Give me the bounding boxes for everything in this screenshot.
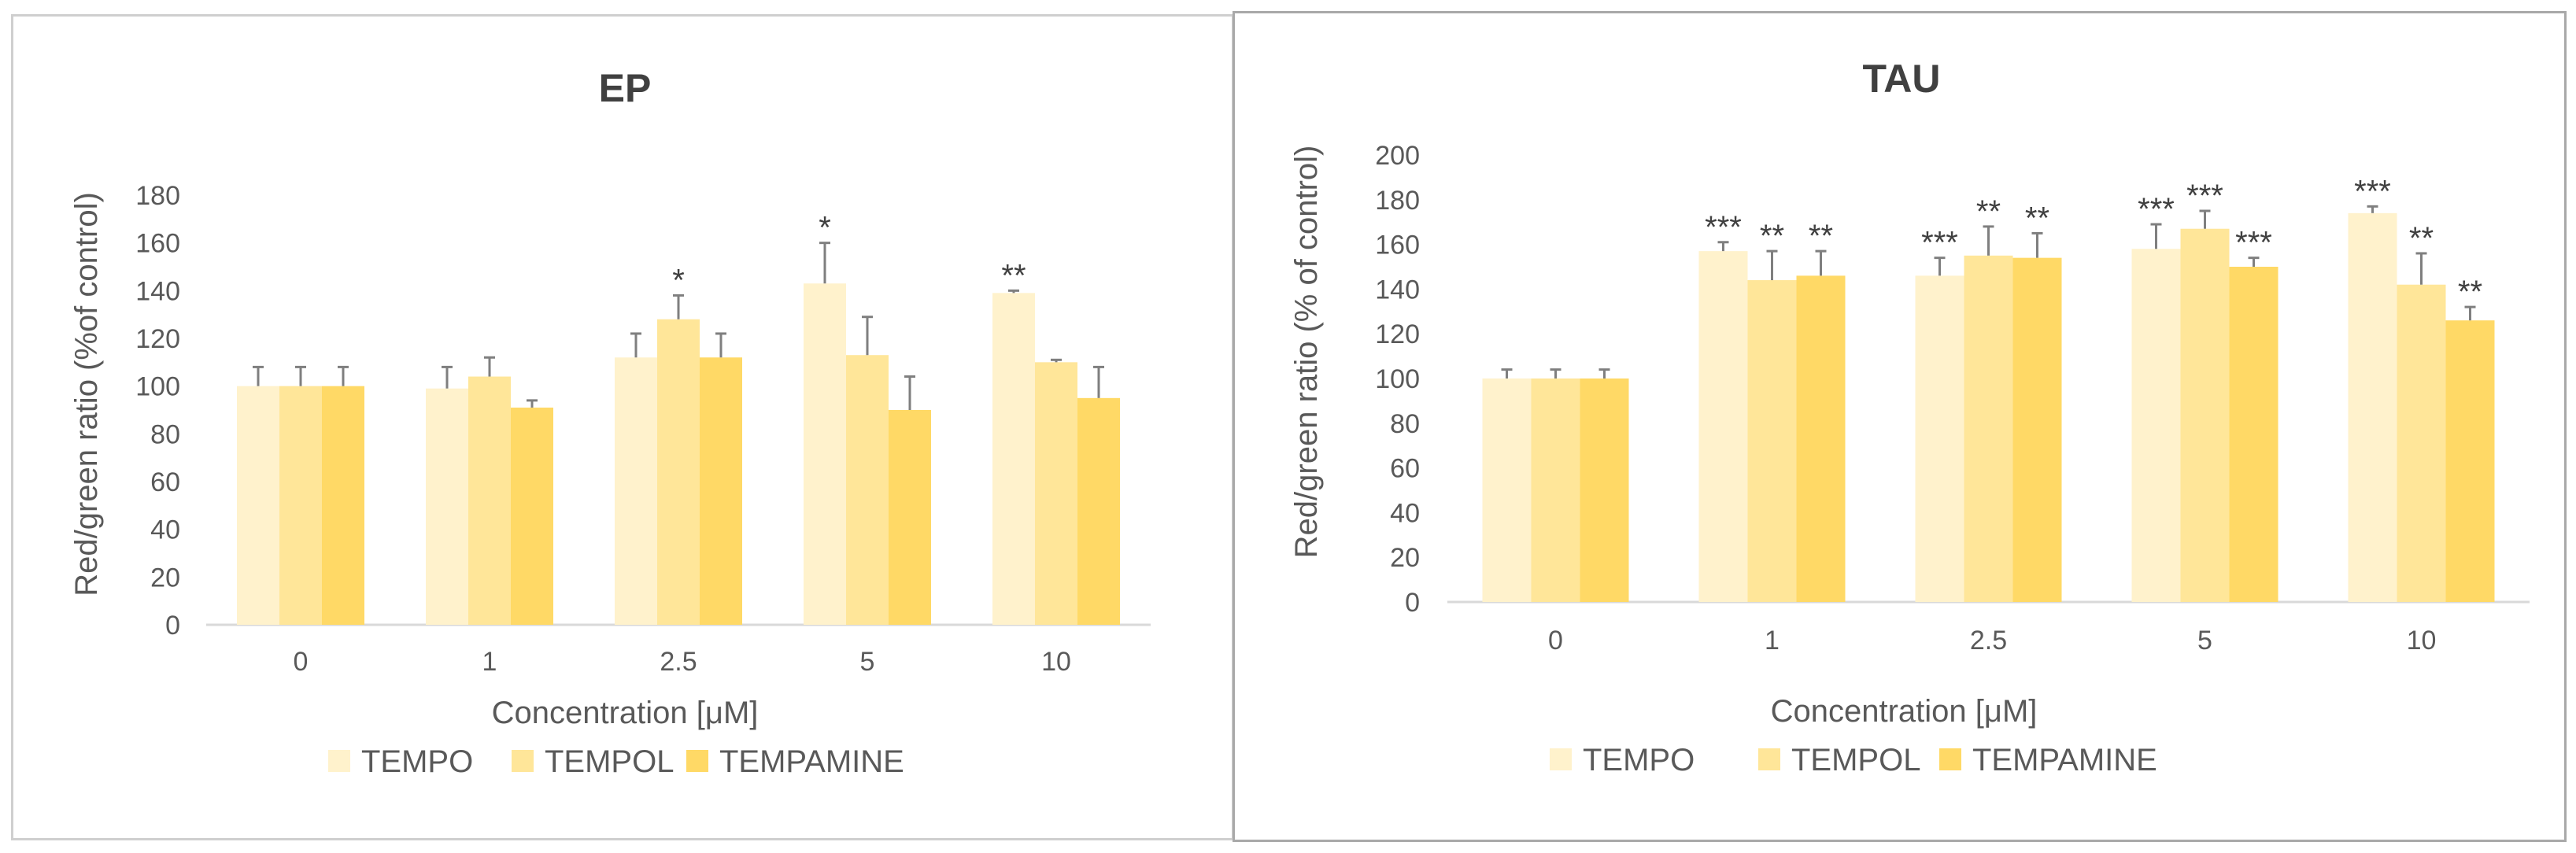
legend-swatch: [1758, 748, 1780, 770]
bar-tempo: [1915, 275, 1964, 602]
y-axis-title: Red/green ratio (% of control): [1289, 146, 1324, 559]
significance-marker: ***: [1705, 210, 1742, 245]
y-tick-label: 20: [1390, 543, 1420, 573]
x-tick-label: 10: [1041, 647, 1071, 677]
bar-tempo: [2348, 212, 2397, 602]
tau-chart-panel: TAU 0 20 40 60 80 100 120 140 160 180 200 *** ** ** *…: [1233, 11, 2567, 842]
legend-swatch: [686, 750, 708, 772]
significance-marker: **: [1976, 194, 2001, 229]
significance-marker: **: [2025, 201, 2049, 235]
bar-tempol: [1035, 362, 1077, 625]
significance-marker: **: [1001, 258, 1026, 293]
bar-tempo: [237, 386, 279, 625]
legend-swatch: [328, 750, 350, 772]
legend-label: TEMPAMINE: [719, 744, 904, 779]
legend-label: TEMPAMINE: [1972, 743, 2157, 777]
bar-tempo: [992, 293, 1035, 625]
bar-tempol: [1964, 255, 2013, 602]
x-tick-label: 2.5: [1970, 626, 2007, 655]
significance-marker: ***: [2235, 226, 2272, 260]
y-axis-title: Red/green ratio (%of control): [69, 192, 104, 596]
bar-tempol: [468, 376, 511, 625]
y-tick-label: 20: [150, 563, 180, 593]
y-tick-label: 180: [135, 181, 180, 211]
bar-tempol: [846, 355, 889, 625]
legend-label: TEMPO: [361, 744, 473, 779]
bar-tempamine: [511, 407, 553, 625]
bar-tempo: [1698, 251, 1748, 602]
bar-tempo: [1482, 378, 1532, 602]
significance-marker: **: [1809, 219, 1833, 253]
y-tick-label: 60: [1390, 454, 1420, 484]
significance-marker: ***: [2354, 174, 2391, 209]
y-tick-label: 120: [1375, 319, 1420, 349]
bar-tempamine: [2012, 257, 2062, 602]
legend-label: TEMPOL: [1791, 743, 1920, 777]
significance-marker: ***: [2186, 179, 2223, 213]
bar-tempo: [804, 283, 846, 625]
legend-swatch: [1550, 748, 1572, 770]
bar-tempol: [2180, 228, 2230, 602]
legend-label: TEMPOL: [545, 744, 674, 779]
y-tick-label: 80: [150, 419, 180, 449]
bar-tempol: [1531, 378, 1580, 602]
y-tick-label: 80: [1390, 409, 1420, 439]
bar-tempol: [2397, 284, 2446, 602]
bar-tempamine: [1580, 378, 1629, 602]
bar-tempamine: [2229, 267, 2278, 602]
x-tick-label: 0: [294, 647, 309, 677]
y-tick-label: 0: [165, 611, 180, 641]
legend-swatch: [1939, 748, 1961, 770]
significance-marker: ***: [2138, 192, 2175, 227]
bar-tempo: [2131, 249, 2181, 602]
y-tick-label: 100: [135, 372, 180, 402]
x-axis-title: Concentration [μM]: [1771, 694, 2038, 729]
x-tick-label: 0: [1548, 626, 1563, 655]
significance-marker: *: [819, 211, 831, 246]
chart-title: TAU: [1862, 57, 1940, 101]
legend-label: TEMPO: [1583, 743, 1695, 777]
y-tick-label: 200: [1375, 141, 1420, 171]
x-tick-label: 5: [2197, 626, 2212, 655]
y-tick-label: 100: [1375, 364, 1420, 394]
y-tick-label: 40: [1390, 498, 1420, 528]
y-tick-label: 40: [150, 515, 180, 545]
bar-tempamine: [1796, 275, 1846, 602]
ep-chart-panel: EP 0 20 40 60 80 100 120 140 160 180 * * ** 0 1 2.5 5 1…: [11, 14, 1234, 840]
significance-marker: **: [1760, 219, 1784, 253]
bar-tempol: [1747, 280, 1797, 602]
significance-marker: ***: [1921, 226, 1958, 260]
bar-tempamine: [700, 357, 742, 625]
bar-tempamine: [322, 386, 364, 625]
y-tick-label: 0: [1405, 588, 1420, 618]
x-tick-label: 5: [860, 647, 875, 677]
y-tick-label: 60: [150, 467, 180, 497]
significance-marker: **: [2409, 221, 2434, 256]
bar-tempamine: [2445, 320, 2495, 602]
bar-tempo: [615, 357, 657, 625]
significance-marker: **: [2458, 275, 2482, 309]
y-tick-label: 160: [135, 229, 180, 259]
y-tick-label: 140: [135, 276, 180, 306]
x-tick-label: 1: [1765, 626, 1780, 655]
x-tick-label: 1: [482, 647, 497, 677]
y-tick-label: 120: [135, 324, 180, 354]
y-tick-label: 160: [1375, 231, 1420, 260]
chart-title: EP: [599, 66, 652, 110]
x-tick-label: 2.5: [660, 647, 697, 677]
x-tick-label: 10: [2407, 626, 2437, 655]
legend-swatch: [512, 750, 534, 772]
y-tick-label: 140: [1375, 275, 1420, 305]
bar-tempamine: [1077, 397, 1120, 625]
bar-tempol: [279, 386, 322, 625]
x-axis-title: Concentration [μM]: [492, 696, 759, 730]
significance-marker: *: [672, 263, 685, 297]
y-tick-label: 180: [1375, 186, 1420, 216]
bar-tempo: [426, 388, 468, 625]
bar-tempamine: [889, 410, 931, 625]
bar-tempol: [657, 319, 700, 625]
